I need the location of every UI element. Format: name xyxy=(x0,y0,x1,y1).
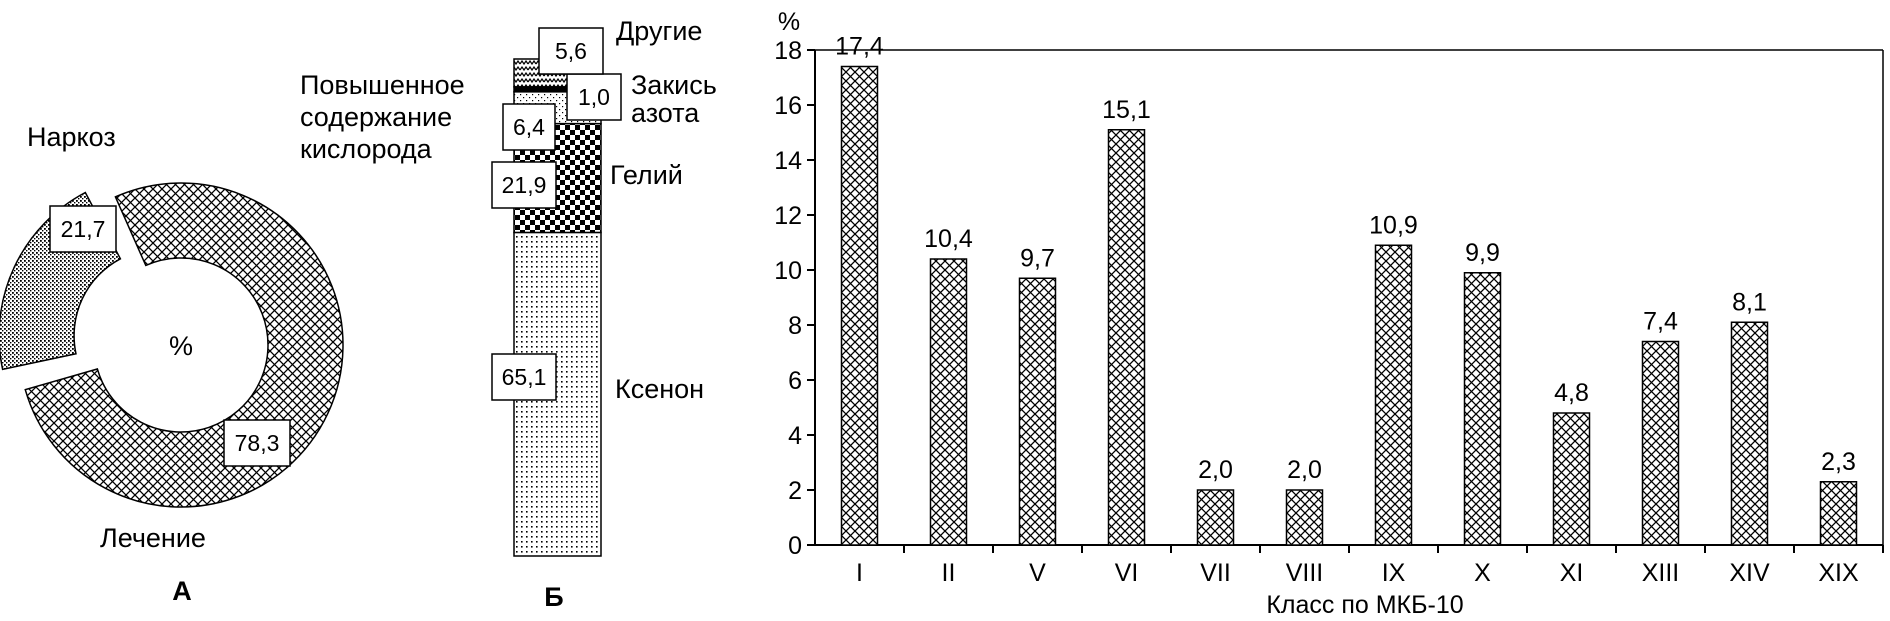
y-axis-label: % xyxy=(778,8,800,36)
plot-frame xyxy=(814,49,1884,546)
panel-label-a: А xyxy=(172,576,192,606)
segment-value-box: 6,4 xyxy=(502,103,556,151)
segment-value-xenon: 65,1 xyxy=(502,364,547,390)
x-tick-label: V xyxy=(1029,559,1046,587)
segment-name-oxygen-line-1: Повышенное xyxy=(300,70,465,100)
segment-name-nitrous-line-2: азота xyxy=(631,98,700,128)
y-tick-label: 4 xyxy=(788,422,802,450)
bar-value-label: 2,0 xyxy=(1287,456,1322,484)
bar-V xyxy=(1018,277,1057,546)
x-tick-label: XIV xyxy=(1729,559,1770,587)
x-tick-label: II xyxy=(942,559,956,587)
segment-name-helium: Гелий xyxy=(610,160,683,190)
x-axis-ticks: I II V VI VII VIII IX X XI XIII XIV XIX xyxy=(856,545,1884,587)
y-tick-label: 8 xyxy=(788,312,802,340)
y-tick-label: 6 xyxy=(788,367,802,395)
segment-value-helium: 21,9 xyxy=(502,172,547,198)
segment-name-oxygen-line-3: кислорода xyxy=(300,134,433,164)
segment-value-other: 5,6 xyxy=(555,38,587,64)
y-tick-label: 2 xyxy=(788,477,802,505)
stacked-bar-chart: 65,1 21,9 6,4 1,0 5,6 Ксенон Гелий Повыш… xyxy=(300,16,717,612)
slice-name-lechenie: Лечение xyxy=(100,523,206,553)
donut-center-label: % xyxy=(169,331,193,361)
x-tick-label: XIX xyxy=(1818,559,1859,587)
slice-name-narkoz: Наркоз xyxy=(27,122,116,152)
segment-value-nitrous: 1,0 xyxy=(578,84,610,110)
x-tick-label: XI xyxy=(1560,559,1584,587)
y-tick-label: 18 xyxy=(774,37,802,65)
segment-name-oxygen-line-2: содержание xyxy=(300,102,452,132)
x-tick-label: I xyxy=(856,559,863,587)
x-tick-label: VIII xyxy=(1286,559,1324,587)
y-axis-ticks: 0 2 4 6 8 10 12 14 16 18 xyxy=(774,37,815,560)
x-tick-label: IX xyxy=(1382,559,1406,587)
x-tick-label: XIII xyxy=(1642,559,1680,587)
x-axis-label: Класс по МКБ-10 xyxy=(1266,591,1463,619)
segment-name-xenon: Ксенон xyxy=(615,374,704,404)
segment-value-box: 21,9 xyxy=(491,161,557,209)
segment-name-other: Другие xyxy=(616,16,702,46)
y-tick-label: 14 xyxy=(774,147,802,175)
bar-value-label: 9,7 xyxy=(1020,244,1055,272)
slice-value-box: 78,3 xyxy=(223,419,291,467)
slice-value-box: 21,7 xyxy=(49,205,117,253)
bar-value-label: 9,9 xyxy=(1465,239,1500,267)
bar-value-label: 10,9 xyxy=(1369,211,1418,239)
bar-value-label: 2,0 xyxy=(1198,456,1233,484)
bar-I xyxy=(840,65,879,546)
bar-XIII xyxy=(1641,340,1680,546)
bar-XIX xyxy=(1819,481,1858,546)
bar-value-label: 17,4 xyxy=(835,33,884,61)
slice-value-lechenie: 78,3 xyxy=(235,430,280,456)
segment-value-box: 1,0 xyxy=(566,73,622,121)
bar-value-label: 8,1 xyxy=(1732,288,1767,316)
bar-chart: 0 2 4 6 8 10 12 14 16 18 17,4 10,4 9,7 15,1 2,0 2,0 10,… xyxy=(774,8,1884,619)
bar-VI xyxy=(1107,129,1146,546)
bar-marks: 17,4 10,4 9,7 15,1 2,0 2,0 10,9 9,9 4,8 7,4 8,1 2,3 xyxy=(835,33,1858,546)
segment-value-oxygen: 6,4 xyxy=(513,114,545,140)
bar-XIV xyxy=(1730,321,1769,546)
bar-II xyxy=(929,258,968,546)
segment-value-box: 5,6 xyxy=(538,27,604,75)
y-tick-label: 12 xyxy=(774,202,802,230)
bar-value-label: 7,4 xyxy=(1643,308,1678,336)
bar-value-label: 10,4 xyxy=(924,225,973,253)
donut-chart: % 21,7 78,3 Наркоз Лечение А xyxy=(0,122,344,606)
y-tick-label: 16 xyxy=(774,92,802,120)
bar-VIII xyxy=(1285,489,1324,546)
bar-value-label: 15,1 xyxy=(1102,96,1151,124)
bar-value-label: 4,8 xyxy=(1554,379,1589,407)
bar-X xyxy=(1463,272,1502,546)
segment-name-nitrous-line-1: Закись xyxy=(631,70,717,100)
x-tick-label: VI xyxy=(1115,559,1139,587)
x-tick-label: X xyxy=(1474,559,1491,587)
bar-VII xyxy=(1196,489,1235,546)
bar-XI xyxy=(1552,412,1591,546)
slice-value-narkoz: 21,7 xyxy=(61,216,106,242)
bar-IX xyxy=(1374,244,1413,546)
y-tick-label: 0 xyxy=(788,532,802,560)
y-tick-label: 10 xyxy=(774,257,802,285)
segment-value-box: 65,1 xyxy=(491,353,557,401)
bar-value-label: 2,3 xyxy=(1821,448,1856,476)
x-tick-label: VII xyxy=(1200,559,1231,587)
panel-label-b: Б xyxy=(544,582,563,612)
